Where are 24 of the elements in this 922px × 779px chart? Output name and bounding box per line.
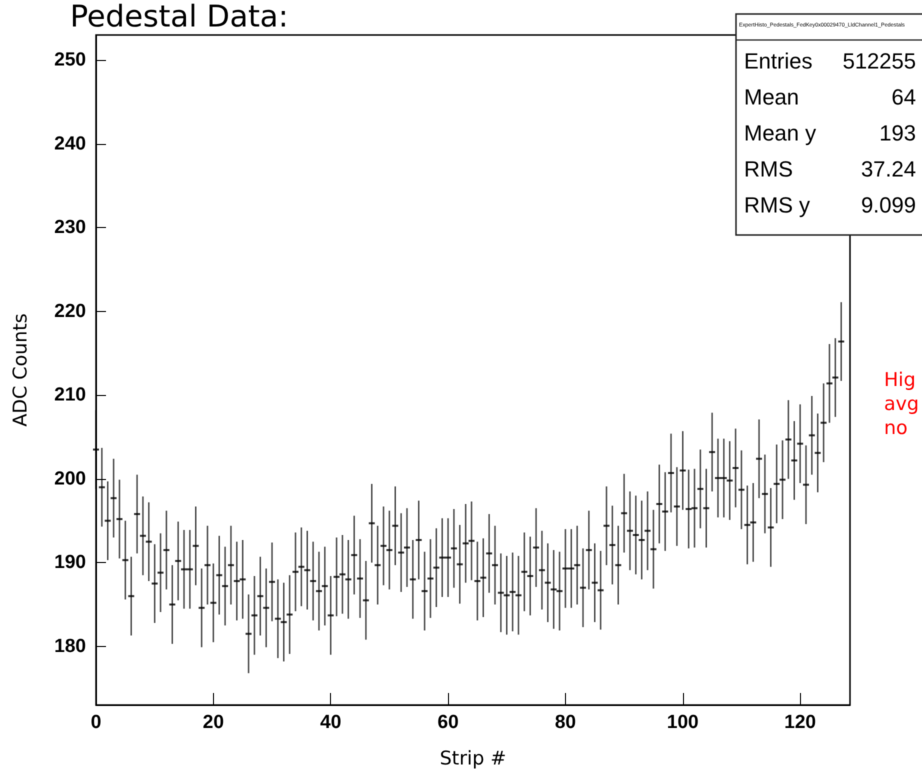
y-tick-label: 190 xyxy=(54,552,86,574)
x-tick-label: 60 xyxy=(437,712,459,733)
text: Mean y 193 xyxy=(744,120,916,146)
y-tick-label: 230 xyxy=(54,217,86,238)
x-tick-label: 120 xyxy=(784,712,816,733)
x-tick-label: 100 xyxy=(666,712,699,733)
text: Hig avg no xyxy=(884,369,919,439)
y-tick-label: 240 xyxy=(54,133,86,154)
x-tick-label: 0 xyxy=(90,712,102,733)
y-tick-label: 250 xyxy=(54,50,86,71)
text: RMS 37.24 xyxy=(744,156,916,182)
y-tick-label: 210 xyxy=(54,384,86,406)
x-tick-label: 40 xyxy=(320,712,342,733)
text: RMS y 9.099 xyxy=(744,192,916,218)
text: Mean 64 xyxy=(744,84,916,110)
y-tick-label: 200 xyxy=(54,468,86,490)
text: Entries 512255 xyxy=(744,48,916,74)
chart-title: Pedestal Data: xyxy=(70,0,288,34)
y-axis-title: ADC Counts xyxy=(10,313,32,427)
x-tick-label: 80 xyxy=(554,712,576,733)
y-tick-label: 220 xyxy=(54,300,86,322)
x-tick-label: 20 xyxy=(202,712,224,733)
x-axis-title: Strip # xyxy=(440,748,506,770)
y-tick-label: 180 xyxy=(54,636,86,657)
